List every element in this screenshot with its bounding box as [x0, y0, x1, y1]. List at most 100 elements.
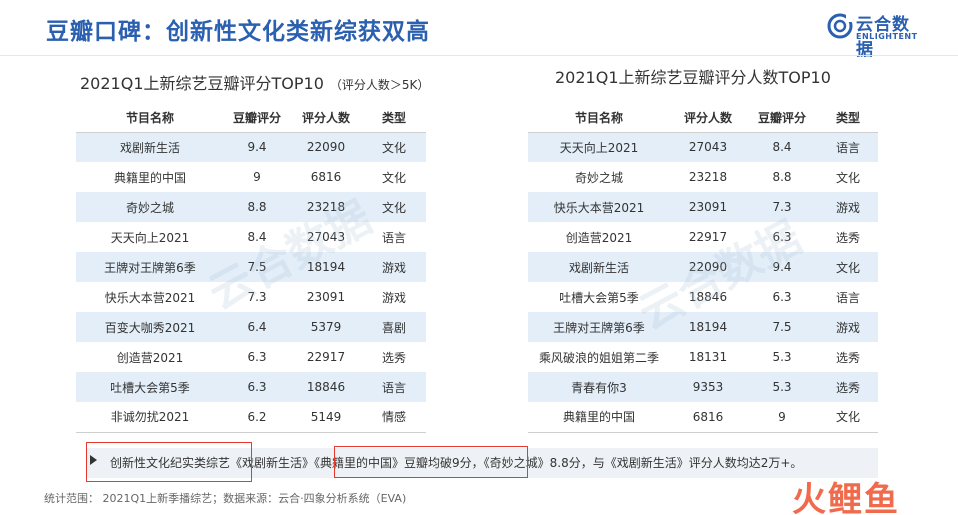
table-cell: 6.3 — [772, 230, 792, 244]
table-cell: 游戏 — [818, 312, 878, 342]
table-cell: 9353 — [670, 372, 746, 402]
table-row: 王牌对王牌第6季 18194 7.5 游戏 — [528, 312, 878, 342]
table-cell: 27043 — [670, 132, 746, 162]
summary-text: 创新性文化纪实类综艺《戏剧新生活》《典籍里的中国》豆瓣均破9分，《奇妙之城》8.… — [110, 456, 803, 470]
table-row: 创造营2021 22917 6.3 选秀 — [528, 222, 878, 252]
table-cell: 8.4 — [746, 132, 818, 162]
table-cell: 语言 — [362, 372, 426, 402]
table-cell: 5379 — [290, 312, 362, 342]
table-cell: 23218 — [688, 170, 728, 184]
table-cell: 8.8 — [224, 192, 290, 222]
table-cell: 9.4 — [224, 132, 290, 162]
table-cell: 文化 — [362, 132, 426, 162]
column-header: 节目名称 — [76, 104, 224, 133]
table-cell: 23091 — [306, 290, 346, 304]
table-row: 天天向上2021 8.4 27043 语言 — [76, 222, 426, 252]
table-cell: 创造营2021 — [116, 350, 184, 365]
table-cell: 6.3 — [772, 290, 792, 304]
table-header-row: 节目名称 评分人数 豆瓣评分 类型 — [528, 104, 878, 133]
table-cell: 王牌对王牌第6季 — [76, 252, 224, 282]
table-cell: 创造营2021 — [565, 230, 633, 245]
table-row: 吐槽大会第5季 18846 6.3 语言 — [528, 282, 878, 312]
source-note: 统计范围： 2021Q1上新季播综艺；数据来源：云合·四象分析系统（EVA) — [44, 492, 407, 505]
table-row: 天天向上2021 27043 8.4 语言 — [528, 132, 878, 162]
table-cell: 喜剧 — [362, 312, 426, 342]
table-cell: 文化 — [835, 170, 860, 185]
triangle-bullet-icon — [90, 455, 97, 465]
table-cell: 18194 — [290, 252, 362, 282]
table-cell: 语言 — [835, 290, 860, 305]
table-cell: 游戏 — [818, 192, 878, 222]
table-cell: 6816 — [310, 170, 342, 184]
table-cell: 8.8 — [772, 170, 792, 184]
table-row: 典籍里的中国 9 6816 文化 — [76, 162, 426, 192]
table-cell: 选秀 — [835, 230, 860, 245]
table-cell: 22917 — [306, 350, 346, 364]
table-cell: 快乐大本营2021 — [104, 290, 196, 305]
column-header: 豆瓣评分 — [746, 104, 818, 133]
table-cell: 9.4 — [746, 252, 818, 282]
column-header: 节目名称 — [528, 104, 670, 133]
table-cell: 典籍里的中国 — [528, 402, 670, 433]
column-header: 评分人数 — [290, 104, 362, 133]
title-divider — [0, 55, 958, 56]
table-cell: 选秀 — [381, 350, 406, 365]
table-cell: 6.3 — [247, 350, 267, 364]
douban-score-top10-table: 节目名称 豆瓣评分 评分人数 类型 戏剧新生活 9.4 22090 文化典籍里的中国 9 681… — [76, 104, 426, 433]
table-cell: 18846 — [688, 290, 728, 304]
table-row: 奇妙之城 8.8 23218 文化 — [76, 192, 426, 222]
logo-mark-icon — [827, 13, 854, 39]
table-row: 戏剧新生活 22090 9.4 文化 — [528, 252, 878, 282]
right-table-caption: 2021Q1上新综艺豆瓣评分人数TOP10 — [555, 64, 831, 88]
table-cell: 百变大咖秀2021 — [76, 312, 224, 342]
table-row: 百变大咖秀2021 6.4 5379 喜剧 — [76, 312, 426, 342]
left-table-caption: 2021Q1上新综艺豆瓣评分TOP10 （评分人数＞5K） — [80, 70, 429, 94]
table-row: 戏剧新生活 9.4 22090 文化 — [76, 132, 426, 162]
table-cell: 23091 — [670, 192, 746, 222]
table-cell: 22917 — [688, 230, 728, 244]
table-row: 吐槽大会第5季 6.3 18846 语言 — [76, 372, 426, 402]
table-cell: 6.2 — [224, 402, 290, 433]
logo-english-text: ENLIGHTENT — [856, 32, 918, 41]
table-cell: 27043 — [306, 230, 346, 244]
column-header: 豆瓣评分 — [224, 104, 290, 133]
column-header: 类型 — [362, 104, 426, 133]
footer-brand-watermark: 火鲤鱼 — [792, 480, 900, 515]
table-cell: 快乐大本营2021 — [528, 192, 670, 222]
table-cell: 文化 — [818, 402, 878, 433]
table-cell: 戏剧新生活 — [76, 132, 224, 162]
table-cell: 选秀 — [818, 372, 878, 402]
page-title: 豆瓣口碑：创新性文化类新综获双高 — [46, 19, 430, 45]
table-cell: 选秀 — [835, 350, 860, 365]
table-cell: 22090 — [670, 252, 746, 282]
table-cell: 7.5 — [224, 252, 290, 282]
table-cell: 6.4 — [224, 312, 290, 342]
table-cell: 文化 — [362, 192, 426, 222]
highlight-box — [86, 442, 252, 482]
highlight-box — [334, 446, 528, 478]
brand-logo: 云合数据 ENLIGHTENT — [826, 8, 926, 60]
table-cell: 天天向上2021 — [528, 132, 670, 162]
douban-raters-top10-table: 节目名称 评分人数 豆瓣评分 类型 天天向上2021 27043 8.4 语言 奇妙之城 232… — [528, 104, 878, 433]
table-cell: 7.3 — [247, 290, 267, 304]
table-row: 青春有你3 9353 5.3 选秀 — [528, 372, 878, 402]
table-cell: 典籍里的中国 — [113, 170, 186, 185]
table-row: 乘风破浪的姐姐第二季 18131 5.3 选秀 — [528, 342, 878, 372]
table-row: 快乐大本营2021 7.3 23091 游戏 — [76, 282, 426, 312]
table-row: 奇妙之城 23218 8.8 文化 — [528, 162, 878, 192]
table-cell: 吐槽大会第5季 — [559, 290, 639, 305]
table-cell: 语言 — [381, 230, 406, 245]
table-row: 非诚勿扰2021 6.2 5149 情感 — [76, 402, 426, 433]
table-cell: 6.3 — [224, 372, 290, 402]
table-cell: 18131 — [688, 350, 728, 364]
table-cell: 5.3 — [772, 350, 792, 364]
left-table-caption-note: （评分人数＞5K） — [329, 78, 430, 92]
table-cell: 7.5 — [746, 312, 818, 342]
table-cell: 非诚勿扰2021 — [76, 402, 224, 433]
table-cell: 戏剧新生活 — [528, 252, 670, 282]
table-cell: 文化 — [818, 252, 878, 282]
table-cell: 9 — [253, 170, 261, 184]
column-header: 评分人数 — [670, 104, 746, 133]
table-cell: 18846 — [290, 372, 362, 402]
table-row: 典籍里的中国 6816 9 文化 — [528, 402, 878, 433]
